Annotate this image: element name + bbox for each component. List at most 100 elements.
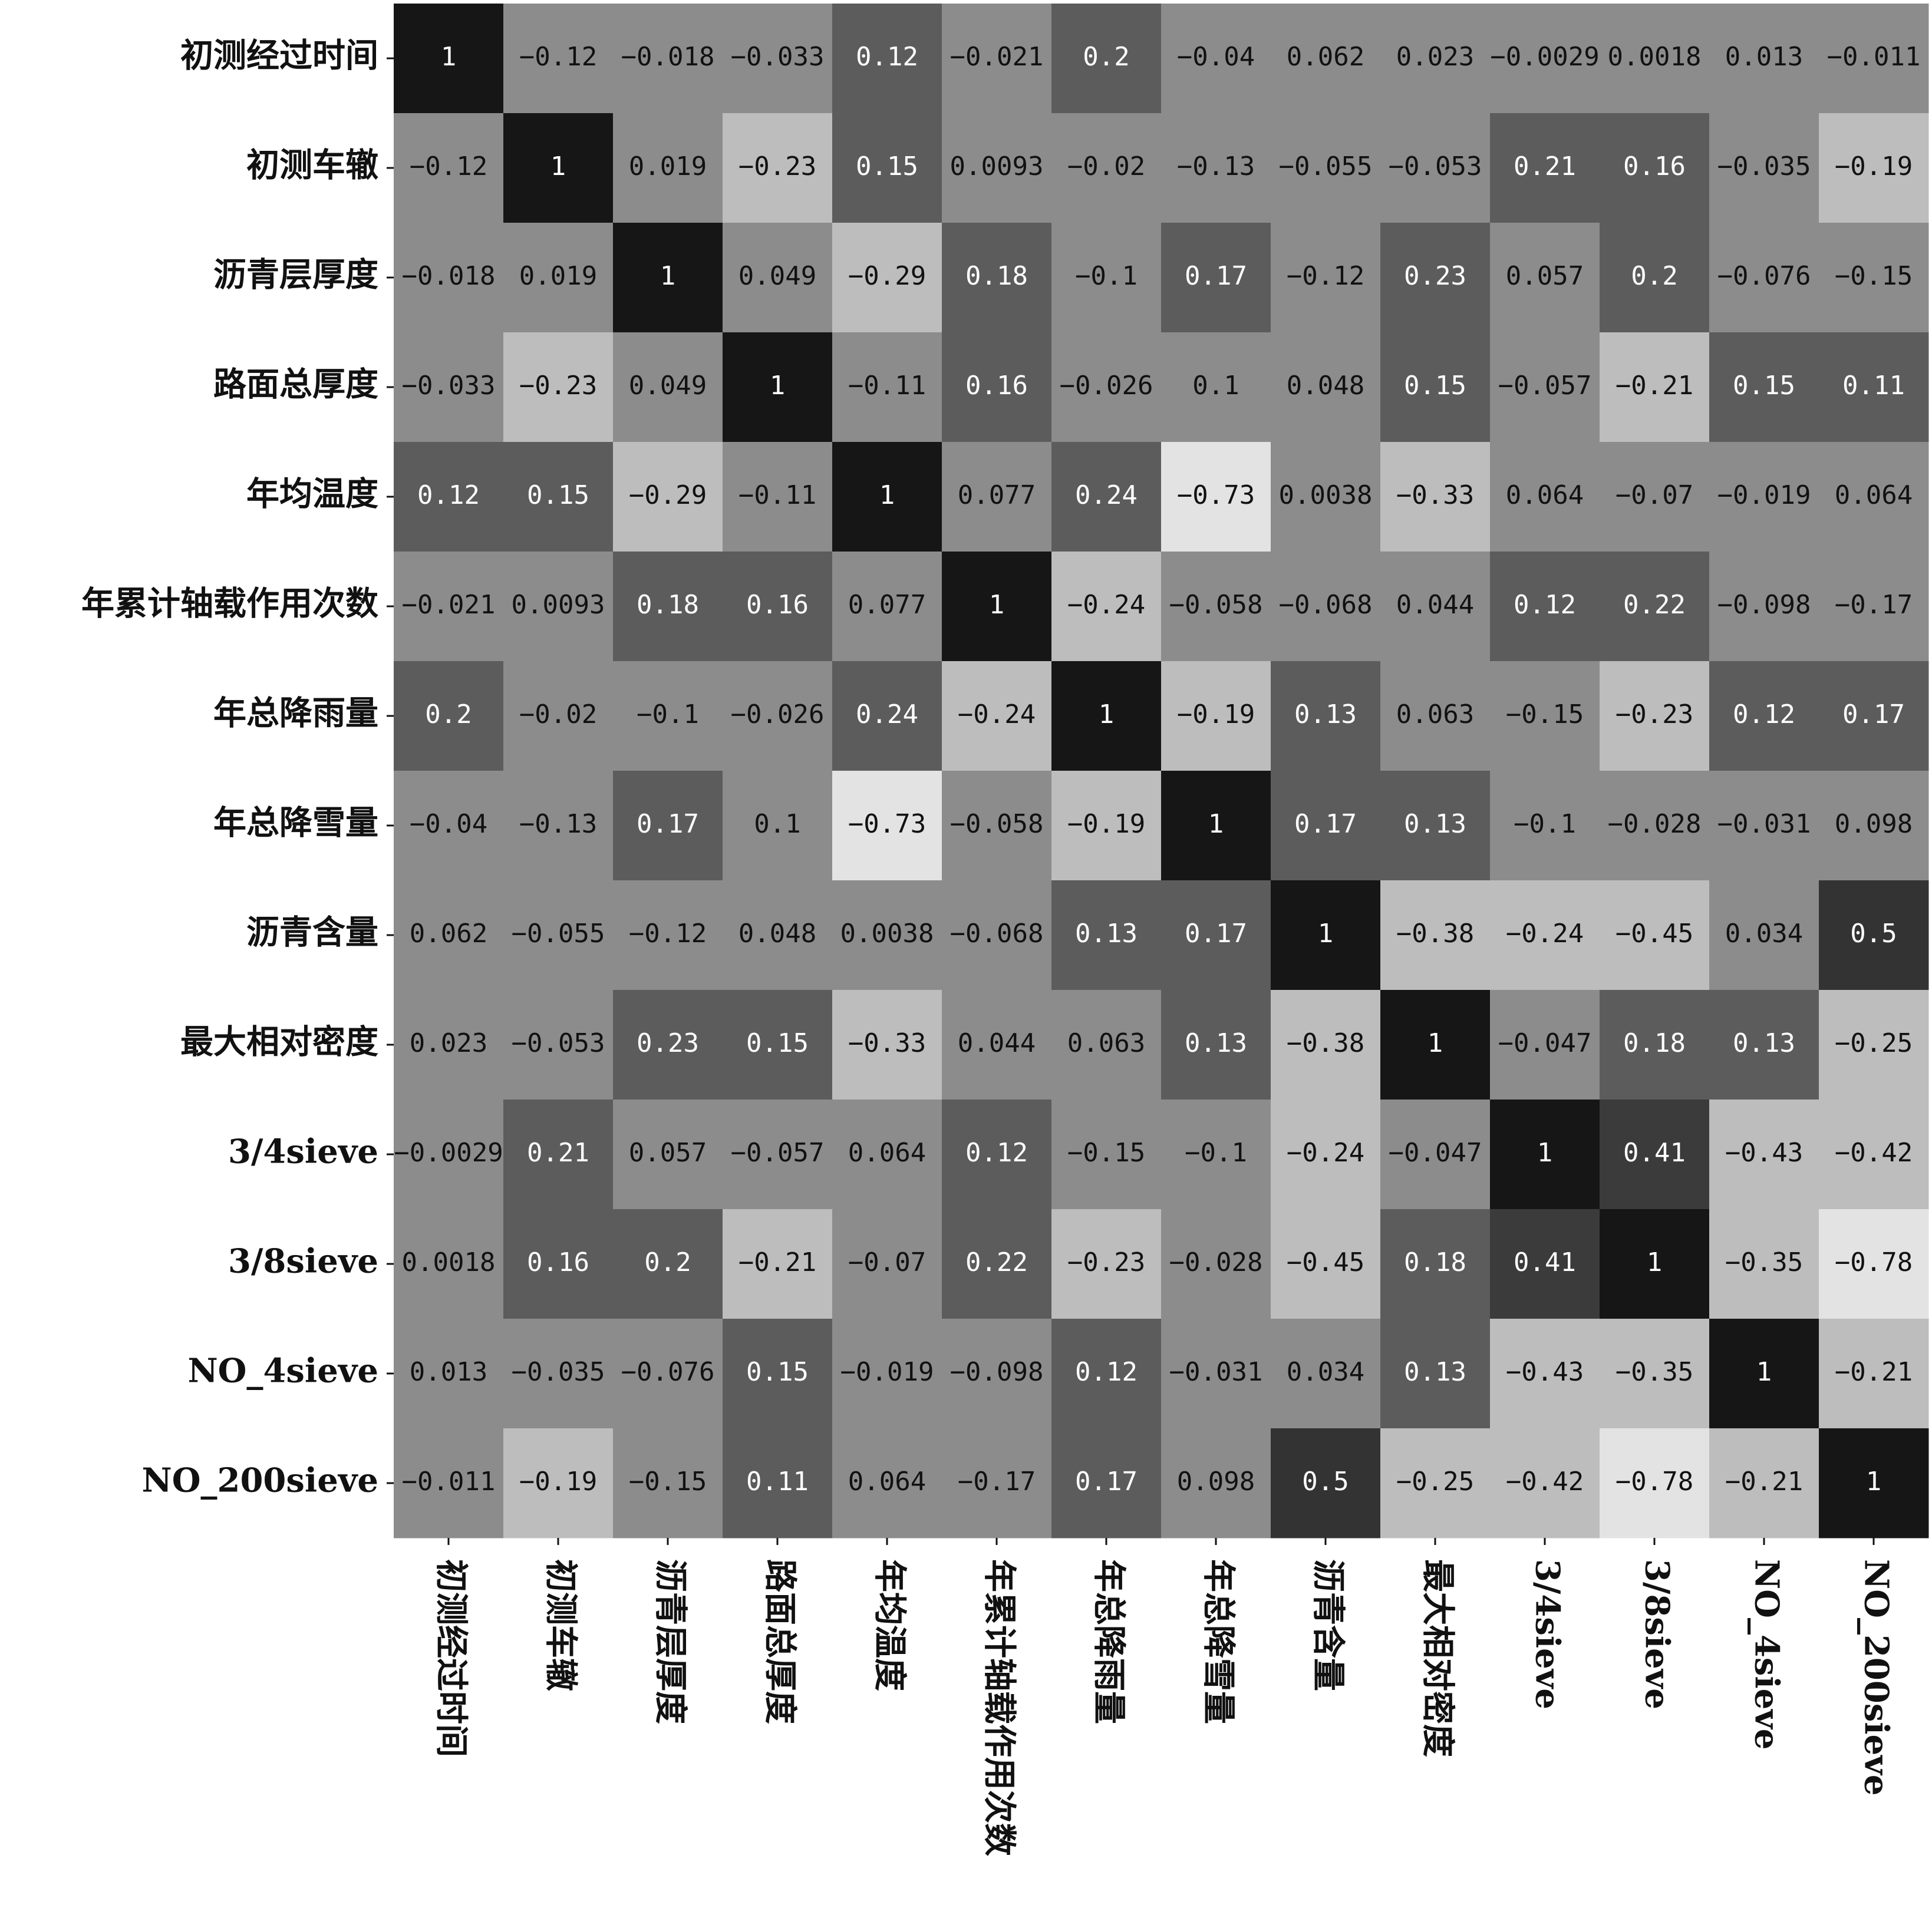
cell-label: 0.057 (629, 1138, 707, 1168)
cell-label: −0.25 (1835, 1028, 1913, 1058)
heatmap-cell (942, 4, 1052, 114)
cell-label: −0.12 (629, 919, 707, 949)
x-tick-label: 3/8sieve (1637, 1559, 1676, 1709)
cell-label: −0.068 (1279, 590, 1373, 620)
heatmap-cell (1490, 1319, 1600, 1429)
heatmap-cell (1709, 113, 1819, 223)
x-tick-label: 沥青层厚度 (651, 1559, 690, 1724)
heatmap-cell (503, 1428, 614, 1538)
cell-label: −0.028 (1169, 1247, 1263, 1277)
heatmap-cell (832, 771, 942, 881)
cell-label: −0.019 (840, 1357, 934, 1387)
heatmap-cell (723, 442, 833, 552)
heatmap-cell (1271, 442, 1381, 552)
heatmap-cell (942, 1428, 1052, 1538)
y-tick-label: 初测经过时间 (180, 37, 378, 75)
heatmap-cell (832, 1319, 942, 1429)
heatmap-cell (613, 1428, 723, 1538)
cell-label: 0.13 (1404, 1357, 1466, 1387)
cell-label: 0.24 (856, 699, 918, 729)
cell-label: 0.098 (1835, 809, 1913, 839)
cell-label: −0.033 (731, 42, 825, 72)
heatmap-cell (1380, 113, 1491, 223)
heatmap-cell (1600, 1100, 1710, 1210)
cell-label: −0.78 (1616, 1467, 1693, 1497)
cell-label: 0.064 (848, 1138, 926, 1168)
cell-label: −0.15 (629, 1467, 707, 1497)
heatmap-cell (503, 223, 614, 333)
y-tick-label: 沥青含量 (246, 913, 378, 952)
heatmap-cell (1380, 1209, 1491, 1319)
heatmap-cell (723, 223, 833, 333)
heatmap-cell (1600, 113, 1710, 223)
cell-label: 0.16 (965, 371, 1028, 401)
cell-label: −0.21 (738, 1247, 816, 1277)
cell-label: 0.22 (965, 1247, 1028, 1277)
heatmap-cell (613, 880, 723, 991)
heatmap-cell (832, 1428, 942, 1538)
heatmap-cell (1819, 1100, 1929, 1210)
heatmap-cell (394, 1428, 504, 1538)
heatmap-cell (1600, 771, 1710, 881)
heatmap-cell (1161, 332, 1271, 443)
heatmap-cell (942, 661, 1052, 771)
cell-label: −0.02 (1067, 151, 1145, 181)
heatmap-cell (1600, 990, 1710, 1100)
cell-label: 0.22 (1623, 590, 1686, 620)
heatmap-cell (1819, 4, 1929, 114)
cell-label: −0.33 (848, 1028, 926, 1058)
heatmap-cell (723, 771, 833, 881)
heatmap-cell (394, 552, 504, 662)
cell-label: 0.16 (746, 590, 809, 620)
cell-label: 0.21 (1514, 151, 1576, 181)
cell-label: −0.055 (1279, 151, 1373, 181)
cell-label: −0.15 (1067, 1138, 1145, 1168)
cell-label: −0.035 (512, 1357, 605, 1387)
cell-label: 0.057 (1506, 261, 1584, 291)
heatmap-cell (1709, 1209, 1819, 1319)
heatmap-cell (832, 990, 942, 1100)
cell-label: 1 (770, 371, 786, 401)
cell-label: −0.098 (950, 1357, 1044, 1387)
cell-label: −0.12 (410, 151, 487, 181)
heatmap-cell (503, 1100, 614, 1210)
cell-label: −0.1 (1514, 809, 1576, 839)
cell-label: 1 (660, 261, 676, 291)
cell-label: 0.12 (1075, 1357, 1138, 1387)
heatmap-cell (1051, 771, 1162, 881)
heatmap-cell (1271, 223, 1381, 333)
heatmap-cell (832, 332, 942, 443)
cell-label: 1 (1537, 1138, 1553, 1168)
cell-label: 0.064 (1835, 480, 1913, 510)
cell-label: −0.11 (738, 480, 816, 510)
cell-label: 0.2 (1631, 261, 1677, 291)
cell-label: 0.23 (1404, 261, 1466, 291)
cell-label: 0.019 (519, 261, 597, 291)
cell-label: 0.5 (1302, 1467, 1349, 1497)
x-tick-label: 年累计轴载作用次数 (980, 1559, 1018, 1856)
cell-label: 0.062 (410, 919, 487, 949)
cell-label: −0.15 (1835, 261, 1913, 291)
y-tick-label: 沥青层厚度 (213, 256, 378, 295)
cell-label: 0.077 (958, 480, 1036, 510)
heatmap-cell (503, 1209, 614, 1319)
cell-label: 0.044 (958, 1028, 1036, 1058)
heatmap-cell (832, 1209, 942, 1319)
cell-label: 0.5 (1850, 919, 1897, 949)
cell-label: −0.25 (1396, 1467, 1474, 1497)
heatmap-cell (1819, 771, 1929, 881)
heatmap-cell (1490, 1209, 1600, 1319)
cell-label: 0.16 (1623, 151, 1686, 181)
cell-label: −0.0029 (394, 1138, 503, 1168)
cell-label: 0.077 (848, 590, 926, 620)
cell-label: 0.18 (1623, 1028, 1686, 1058)
cell-label: −0.11 (848, 371, 926, 401)
heatmap-cell (723, 113, 833, 223)
cell-label: −0.24 (1067, 590, 1145, 620)
cell-label: −0.019 (1717, 480, 1811, 510)
cell-label: 0.41 (1514, 1247, 1576, 1277)
heatmap-cell (394, 4, 504, 114)
heatmap-cell (1051, 1100, 1162, 1210)
heatmap-cell (503, 771, 614, 881)
cell-label: 0.044 (1396, 590, 1474, 620)
